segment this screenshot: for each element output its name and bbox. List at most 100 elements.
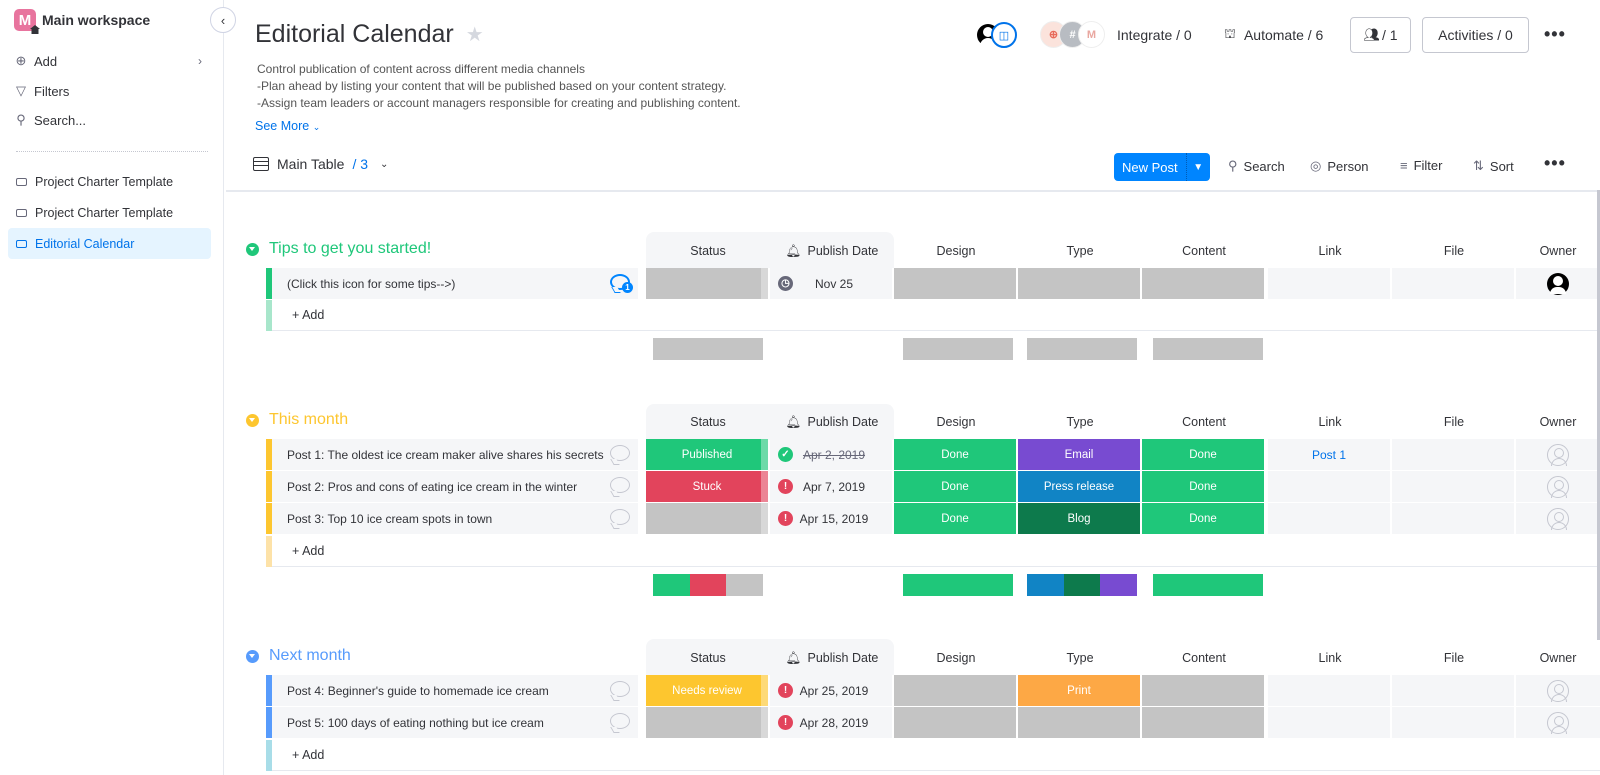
column-header-publish-date[interactable]: 🔔︎ Publish Date xyxy=(770,641,894,675)
chevron-down-icon[interactable]: ⌄ xyxy=(380,158,389,170)
star-icon[interactable]: ★ xyxy=(465,24,484,46)
table-row[interactable]: Post 4: Beginner's guide to homemade ice… xyxy=(266,675,1600,706)
file-cell[interactable] xyxy=(1392,439,1514,470)
column-header-type[interactable]: Type xyxy=(1018,234,1142,268)
column-header-owner[interactable]: Owner xyxy=(1516,234,1600,268)
new-post-button[interactable]: New Post ▼ xyxy=(1114,153,1210,181)
file-cell[interactable] xyxy=(1392,675,1514,706)
column-header-type[interactable]: Type xyxy=(1018,641,1142,675)
person-filter-button[interactable]: ◎ Person xyxy=(1310,158,1369,174)
status-cell[interactable] xyxy=(646,503,768,534)
type-cell[interactable]: Press release xyxy=(1018,471,1140,502)
new-post-label[interactable]: New Post xyxy=(1122,159,1178,175)
empty-person-icon[interactable] xyxy=(1547,679,1569,702)
content-cell[interactable]: Done xyxy=(1142,439,1264,470)
type-cell[interactable]: Print xyxy=(1018,675,1140,706)
item-name-cell[interactable]: (Click this icon for some tips-->) 1 xyxy=(266,268,638,299)
add-item-input[interactable]: + Add xyxy=(292,308,325,322)
item-name-cell[interactable]: Post 5: 100 days of eating nothing but i… xyxy=(266,707,638,738)
item-name-cell[interactable]: Post 3: Top 10 ice cream spots in town xyxy=(266,503,638,534)
add-item-row[interactable]: + Add xyxy=(266,300,1600,331)
see-more-link[interactable]: See More ⌄ xyxy=(255,119,320,133)
empty-person-icon[interactable] xyxy=(1547,507,1569,530)
add-item-row[interactable]: + Add xyxy=(266,536,1600,567)
updates-bubble-icon[interactable] xyxy=(610,681,630,697)
item-name[interactable]: Post 4: Beginner's guide to homemade ice… xyxy=(287,683,549,698)
owner-cell[interactable] xyxy=(1516,503,1600,534)
workspace-header[interactable]: M Main workspace xyxy=(14,9,150,34)
group-title-label[interactable]: This month xyxy=(269,411,349,428)
column-header-file[interactable]: File xyxy=(1392,405,1516,439)
sidebar-add[interactable]: ⊕ Add › xyxy=(14,53,202,69)
type-summary-bar[interactable] xyxy=(1027,338,1137,360)
content-cell[interactable]: Done xyxy=(1142,471,1264,502)
design-cell[interactable]: Done xyxy=(894,439,1016,470)
column-header-owner[interactable]: Owner xyxy=(1516,641,1600,675)
design-cell[interactable] xyxy=(894,268,1016,299)
design-cell[interactable]: Done xyxy=(894,471,1016,502)
content-cell[interactable]: Done xyxy=(1142,503,1264,534)
column-header-file[interactable]: File xyxy=(1392,641,1516,675)
item-name[interactable]: Post 5: 100 days of eating nothing but i… xyxy=(287,715,544,730)
type-cell[interactable] xyxy=(1018,707,1140,738)
file-cell[interactable] xyxy=(1392,471,1514,502)
column-header-content[interactable]: Content xyxy=(1142,405,1266,439)
owner-cell[interactable] xyxy=(1516,471,1600,502)
content-cell[interactable] xyxy=(1142,675,1264,706)
status-cell[interactable]: Needs review xyxy=(646,675,768,706)
collapse-sidebar-button[interactable]: ‹ xyxy=(210,7,236,33)
column-header-design[interactable]: Design xyxy=(894,641,1018,675)
link-cell[interactable] xyxy=(1268,675,1390,706)
automate-button[interactable]: ⛫ Automate / 6 xyxy=(1224,17,1323,53)
group-title-label[interactable]: Tips to get you started! xyxy=(269,240,432,257)
item-name-cell[interactable]: Post 4: Beginner's guide to homemade ice… xyxy=(266,675,638,706)
link-cell[interactable] xyxy=(1268,707,1390,738)
item-name-cell[interactable]: Post 2: Pros and cons of eating ice crea… xyxy=(266,471,638,502)
owner-cell[interactable] xyxy=(1516,707,1600,738)
content-cell[interactable] xyxy=(1142,707,1264,738)
updates-bubble-icon[interactable] xyxy=(610,477,630,493)
activities-button[interactable]: Activities / 0 xyxy=(1422,17,1529,53)
column-header-file[interactable]: File xyxy=(1392,234,1516,268)
file-cell[interactable] xyxy=(1392,268,1514,299)
add-item-row[interactable]: + Add xyxy=(266,740,1600,771)
item-name-cell[interactable]: Post 1: The oldest ice cream maker alive… xyxy=(266,439,638,470)
collapse-arrow-icon[interactable] xyxy=(246,413,259,427)
board-menu-button[interactable]: ••• xyxy=(1544,24,1566,45)
vertical-scrollbar[interactable] xyxy=(1597,190,1600,640)
owner-cell[interactable] xyxy=(1516,268,1600,299)
owner-cell[interactable] xyxy=(1516,439,1600,470)
empty-person-icon[interactable] xyxy=(1547,443,1569,466)
sidebar-search[interactable]: ⚲ Search... xyxy=(14,112,86,128)
group-title-tips[interactable]: Tips to get you started! xyxy=(246,240,431,258)
collapse-arrow-icon[interactable] xyxy=(246,649,259,663)
content-cell[interactable] xyxy=(1142,268,1264,299)
publish-date-cell[interactable]: ! Apr 28, 2019 xyxy=(770,707,892,738)
table-row[interactable]: Post 5: 100 days of eating nothing but i… xyxy=(266,707,1600,738)
sidebar-filters[interactable]: ▽ Filters xyxy=(14,83,69,99)
group-title-next-month[interactable]: Next month xyxy=(246,647,351,665)
content-summary-bar[interactable] xyxy=(1153,338,1263,360)
link-cell[interactable] xyxy=(1268,471,1390,502)
type-cell[interactable]: Email xyxy=(1018,439,1140,470)
column-header-design[interactable]: Design xyxy=(894,234,1018,268)
status-cell[interactable] xyxy=(646,707,768,738)
column-header-status[interactable]: Status xyxy=(646,641,770,675)
column-header-link[interactable]: Link xyxy=(1268,641,1392,675)
status-summary-bar[interactable] xyxy=(653,574,763,596)
type-cell[interactable] xyxy=(1018,268,1140,299)
link-cell[interactable]: Post 1 xyxy=(1268,439,1390,470)
filter-button[interactable]: ≡ Filter xyxy=(1400,158,1442,173)
table-row[interactable]: (Click this icon for some tips-->) 1 ◷ N… xyxy=(266,268,1600,299)
column-header-type[interactable]: Type xyxy=(1018,405,1142,439)
link-cell[interactable] xyxy=(1268,503,1390,534)
publish-date-cell[interactable]: ! Apr 7, 2019 xyxy=(770,471,892,502)
table-row[interactable]: Post 2: Pros and cons of eating ice crea… xyxy=(266,471,1600,502)
table-row[interactable]: Post 3: Top 10 ice cream spots in town !… xyxy=(266,503,1600,534)
group-title-label[interactable]: Next month xyxy=(269,647,351,664)
item-name[interactable]: Post 1: The oldest ice cream maker alive… xyxy=(287,447,604,462)
file-cell[interactable] xyxy=(1392,707,1514,738)
members-button[interactable]: 👥︎ / 1 xyxy=(1350,17,1411,53)
updates-bubble-icon[interactable] xyxy=(610,509,630,525)
owner-avatar-icon[interactable] xyxy=(1547,272,1569,295)
